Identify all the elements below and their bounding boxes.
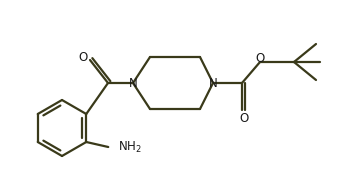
Text: O: O [79, 51, 88, 63]
Text: N: N [129, 76, 137, 89]
Text: NH$_2$: NH$_2$ [118, 140, 142, 155]
Text: N: N [209, 76, 217, 89]
Text: O: O [239, 111, 249, 124]
Text: O: O [255, 52, 265, 65]
